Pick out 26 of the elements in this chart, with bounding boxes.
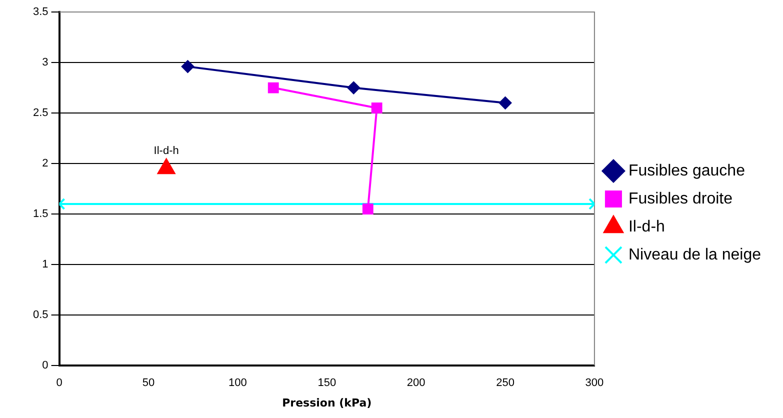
point	[498, 96, 512, 110]
x-axis-title: Pression (kPa)	[282, 396, 372, 410]
y-tick-label: 2	[42, 158, 48, 170]
point	[371, 102, 382, 114]
x-tick-label: 250	[496, 377, 514, 390]
y-tick-label: 0	[42, 360, 48, 372]
legend-label: Niveau de la neige	[628, 246, 762, 264]
x-tick-label: 100	[228, 377, 247, 390]
x-tick-label: 50	[142, 377, 155, 390]
y-tick-label: 0.5	[32, 309, 48, 322]
annotation: Il-d-h	[154, 145, 179, 158]
y-tick-label: 1	[42, 258, 48, 271]
x-tick-label: 300	[585, 377, 604, 390]
y-tick-label: 3	[42, 56, 48, 69]
x-tick-label: 150	[318, 377, 336, 390]
y-tick-label: 1.5	[32, 208, 48, 220]
legend-label: Il-d-h	[628, 218, 665, 236]
y-tick-label: 2.5	[32, 107, 48, 120]
point	[347, 81, 360, 94]
x-tick-label: 200	[406, 377, 426, 390]
legend-label: Fusibles droite	[628, 190, 733, 208]
point	[362, 204, 374, 214]
y-tick-label: 3.5	[32, 6, 48, 18]
legend-label: Fusibles gauche	[628, 162, 746, 180]
point	[268, 82, 279, 94]
x-tick-label: 0	[56, 377, 62, 390]
